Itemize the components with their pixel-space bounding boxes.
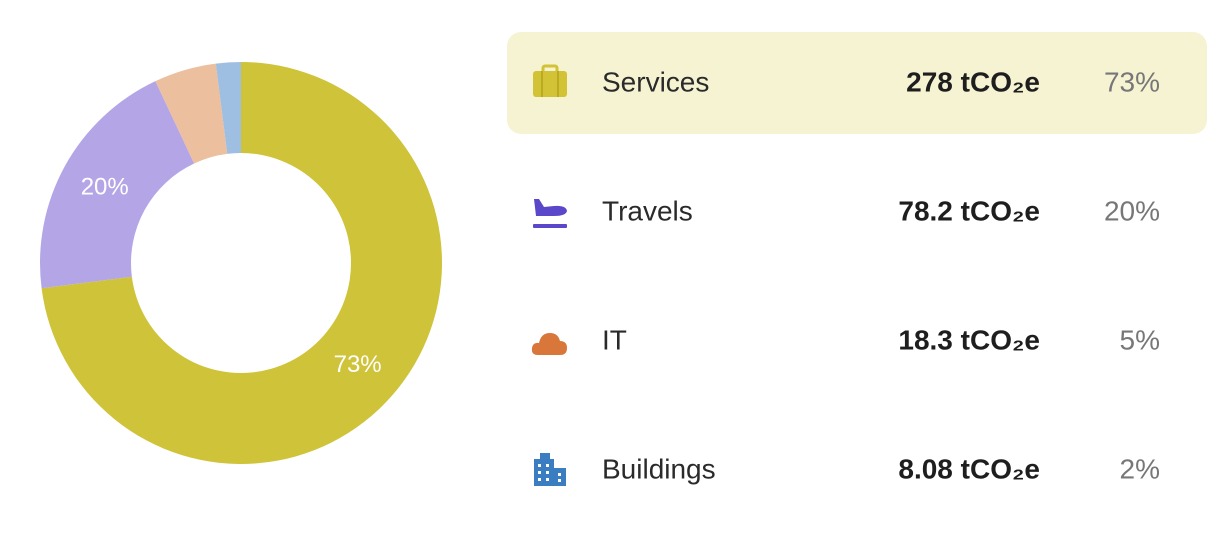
legend-row[interactable]: IT 18.3 tCO₂e 5% [531, 324, 1160, 355]
emission: 18.3 tCO₂e [898, 324, 1040, 355]
legend-row[interactable]: Buildings 8.08 tCO₂e 2% [534, 453, 1160, 486]
percent: 2% [1120, 453, 1160, 484]
category-name: Buildings [602, 453, 716, 484]
donut-slice [39, 81, 195, 289]
icon-services [533, 64, 567, 97]
percent: 5% [1120, 324, 1160, 355]
icon-buildings [534, 453, 566, 486]
category-name: Travels [602, 195, 693, 226]
category-name: IT [602, 324, 627, 355]
donut: 73% 20% [39, 62, 442, 465]
donut-slice [155, 63, 228, 164]
donut-slice [215, 62, 241, 154]
icon-travels [533, 199, 567, 228]
emission: 78.2 tCO₂e [898, 195, 1040, 226]
emission: 8.08 tCO₂e [898, 453, 1040, 484]
percent: 20% [1104, 195, 1160, 226]
percent: 73% [1104, 66, 1160, 97]
legend-row[interactable]: Travels 78.2 tCO₂e 20% [533, 195, 1160, 228]
row-highlight [507, 32, 1207, 134]
icon-it [531, 333, 567, 355]
slice-label: 73% [334, 351, 382, 378]
slice-label: 20% [81, 173, 129, 200]
emission: 278 tCO₂e [906, 66, 1040, 97]
category-name: Services [602, 66, 709, 97]
legend-row[interactable]: Services 278 tCO₂e 73% [533, 64, 1160, 97]
donut-slice [41, 62, 442, 465]
